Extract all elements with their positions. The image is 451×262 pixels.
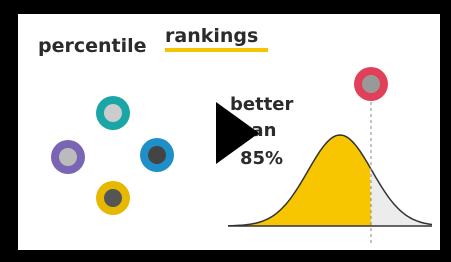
caption-line: better — [230, 94, 294, 115]
avatar-face — [59, 148, 77, 166]
title-right: rankings — [165, 25, 258, 47]
avatar-face — [104, 104, 122, 122]
avatar-face — [148, 146, 166, 164]
avatar-face — [362, 75, 380, 93]
page: percentile rankings better than 85% (() … — [0, 0, 451, 262]
caption-line: 85% — [240, 148, 283, 169]
avatar-face — [104, 189, 122, 207]
title-left: percentile — [38, 35, 147, 57]
video-player[interactable]: percentile rankings better than 85% — [0, 0, 451, 262]
underline — [165, 48, 268, 52]
